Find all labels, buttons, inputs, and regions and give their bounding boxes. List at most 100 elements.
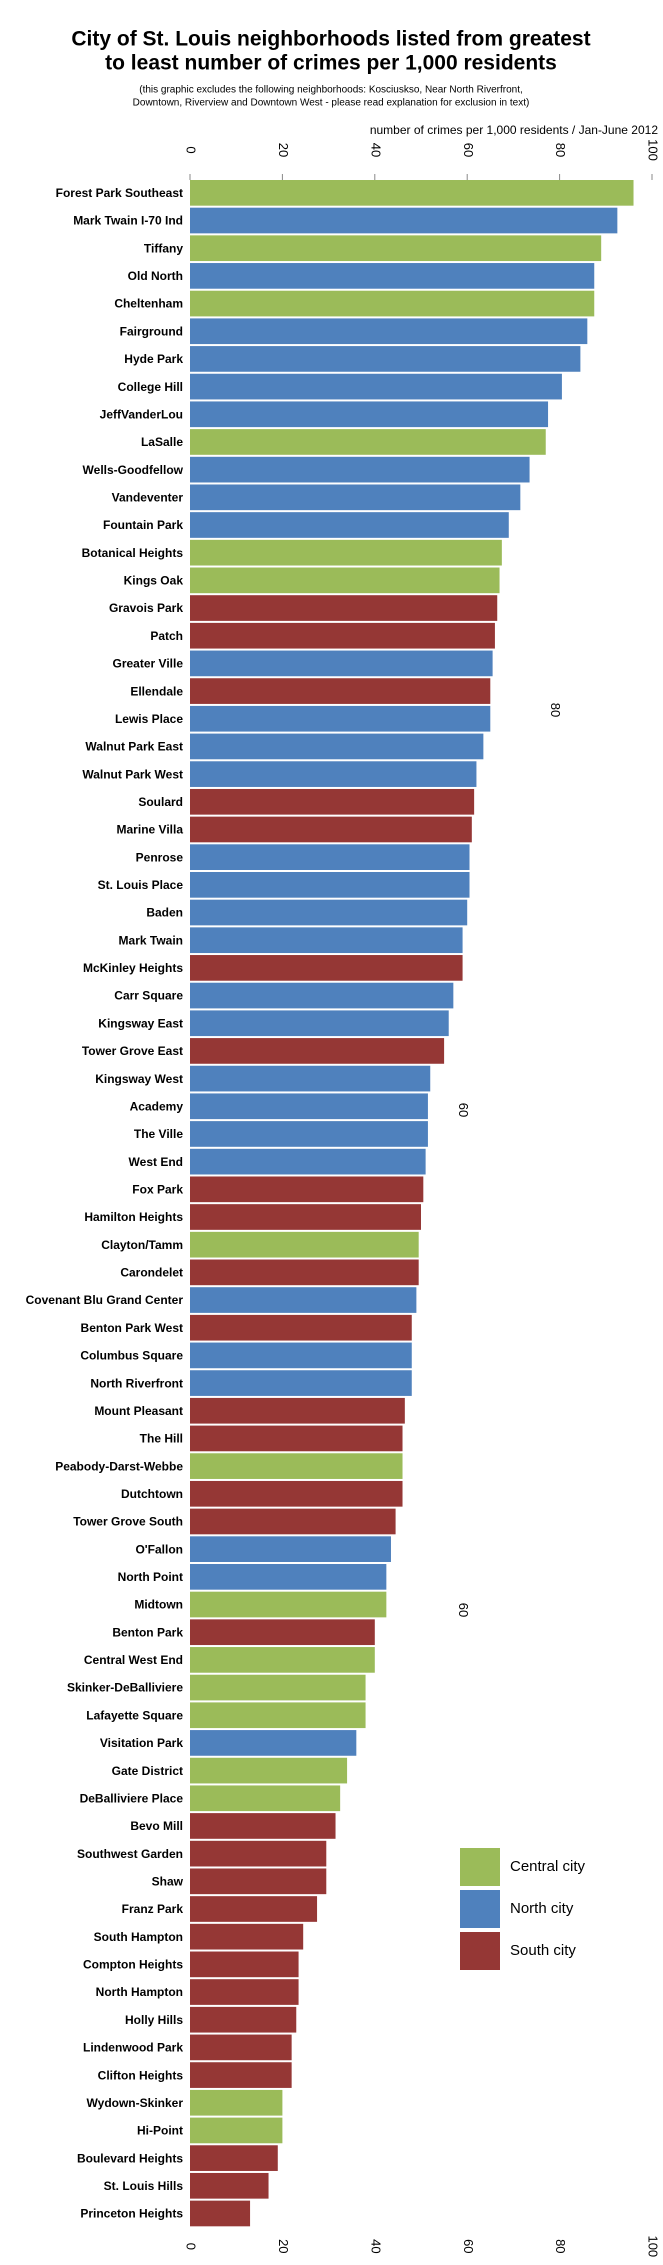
category-label: Covenant Blu Grand Center xyxy=(26,1293,184,1307)
bar xyxy=(190,1121,428,1147)
x-tick-label: 20 xyxy=(276,2239,291,2253)
category-label: Mark Twain xyxy=(119,933,183,947)
category-label: Hyde Park xyxy=(124,352,183,366)
chart-title: to least number of crimes per 1,000 resi… xyxy=(105,52,557,75)
category-label: West End xyxy=(129,1155,183,1169)
bar xyxy=(190,1259,419,1286)
category-label: DeBalliviere Place xyxy=(80,1791,184,1805)
category-label: Wydown-Skinker xyxy=(87,2096,184,2110)
category-label: McKinley Heights xyxy=(83,961,183,975)
bar xyxy=(190,1979,299,2005)
category-label: Walnut Park East xyxy=(85,740,183,754)
bar xyxy=(190,982,454,1009)
category-label: Kingsway West xyxy=(95,1072,183,1086)
category-label: Franz Park xyxy=(122,1902,184,1916)
category-label: North Hampton xyxy=(96,1985,183,1999)
category-label: Botanical Heights xyxy=(82,546,184,560)
category-label: Carondelet xyxy=(120,1266,183,1280)
annotation: 80 xyxy=(548,703,563,717)
bar xyxy=(190,2062,292,2088)
axis-title: number of crimes per 1,000 residents / J… xyxy=(370,123,658,137)
category-label: Vandeventer xyxy=(112,490,184,504)
category-label: St. Louis Place xyxy=(98,878,184,892)
bar xyxy=(190,539,502,566)
bar xyxy=(190,1010,449,1037)
bar xyxy=(190,1647,375,1673)
category-label: Gravois Park xyxy=(109,601,183,615)
x-tick-label: 40 xyxy=(368,143,383,157)
bar xyxy=(190,761,477,787)
bar xyxy=(190,1342,412,1369)
bar xyxy=(190,705,491,732)
category-label: Greater Ville xyxy=(113,657,184,671)
bar xyxy=(190,1287,417,1313)
bar xyxy=(190,263,595,289)
category-label: JeffVanderLou xyxy=(100,407,183,421)
bar xyxy=(190,290,595,317)
bar xyxy=(190,1896,318,1922)
category-label: Mount Pleasant xyxy=(94,1404,183,1418)
x-tick-label: 40 xyxy=(368,2239,383,2253)
category-label: Wells-Goodfellow xyxy=(83,463,184,477)
x-tick-label: 80 xyxy=(553,2239,568,2253)
legend-label: South city xyxy=(510,1942,576,1959)
category-label: Skinker-DeBalliviere xyxy=(67,1681,183,1695)
bar xyxy=(190,1065,431,1092)
bar xyxy=(190,235,602,262)
bar xyxy=(190,2172,269,2199)
category-label: Cheltenham xyxy=(114,297,183,311)
category-label: Patch xyxy=(150,629,183,643)
category-label: Compton Heights xyxy=(83,1958,183,1972)
x-tick-label: 0 xyxy=(184,146,199,153)
bar xyxy=(190,1730,357,1756)
category-label: Kings Oak xyxy=(124,574,184,588)
bar xyxy=(190,1425,403,1452)
bar xyxy=(190,567,500,594)
bar xyxy=(190,373,562,400)
x-tick-label: 60 xyxy=(461,2239,476,2253)
bar xyxy=(190,1370,412,1396)
category-label: Fairground xyxy=(120,324,183,338)
bar xyxy=(190,844,470,870)
bar xyxy=(190,1093,428,1120)
category-label: Tower Grove East xyxy=(82,1044,183,1058)
category-label: Central West End xyxy=(84,1653,183,1667)
bar xyxy=(190,1231,419,1258)
annotation: 60 xyxy=(456,1103,471,1117)
subtitle: Downtown, Riverview and Downtown West - … xyxy=(133,98,530,109)
bar xyxy=(190,484,521,511)
bar xyxy=(190,1813,336,1839)
bar xyxy=(190,1314,412,1341)
category-label: Soulard xyxy=(138,795,183,809)
bar xyxy=(190,595,498,621)
category-label: Visitation Park xyxy=(100,1736,183,1750)
bar xyxy=(190,1757,348,1784)
category-label: Mark Twain I-70 Ind xyxy=(73,214,183,228)
category-label: North Riverfront xyxy=(90,1376,183,1390)
bar xyxy=(190,1951,299,1978)
bar xyxy=(190,1480,403,1507)
bar xyxy=(190,346,581,372)
bar xyxy=(190,2200,251,2227)
bar xyxy=(190,318,588,345)
x-tick-label: 80 xyxy=(553,143,568,157)
x-tick-label: 0 xyxy=(184,2243,199,2250)
category-label: Clayton/Tamm xyxy=(101,1238,183,1252)
category-label: Gate District xyxy=(112,1764,183,1778)
bar xyxy=(190,1176,424,1203)
annotation: 60 xyxy=(456,1603,471,1617)
category-label: Benton Park xyxy=(112,1625,183,1639)
bar xyxy=(190,2145,278,2171)
x-tick-label: 60 xyxy=(461,143,476,157)
category-label: Carr Square xyxy=(114,989,183,1003)
bar xyxy=(190,2117,283,2144)
bar xyxy=(190,1038,445,1064)
bar xyxy=(190,429,546,455)
x-tick-label: 100 xyxy=(646,2235,661,2257)
bar xyxy=(190,1591,387,1618)
bar xyxy=(190,1868,327,1895)
category-label: The Ville xyxy=(134,1127,183,1141)
bar xyxy=(190,2034,292,2061)
category-label: College Hill xyxy=(118,380,183,394)
